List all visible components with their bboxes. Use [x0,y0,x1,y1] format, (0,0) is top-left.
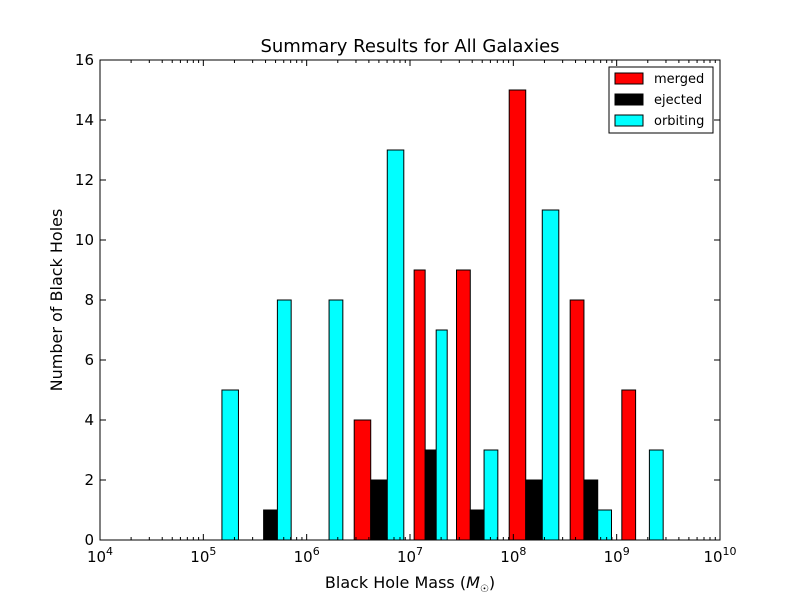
y-axis-label: Number of Black Holes [47,209,66,392]
legend-swatch-ejected [614,93,644,106]
ticks-layer: 0 2 4 6 8 10 12 14 16 104 105 106 107 108 109 1010 [75,51,737,566]
x-axis-label-paren-open: ( [455,573,466,592]
x-axis-label-paren-close: ) [489,573,495,592]
bars-layer [221,89,664,541]
x-tick-label: 108 [500,545,526,566]
legend-label-ejected: ejected [654,93,702,108]
bar-orbiting-5 [435,329,448,541]
bar-orbiting-4 [386,149,405,541]
chart-title: Summary Results for All Galaxies [260,36,559,57]
x-axis-label-unit: M [466,573,480,592]
y-tick-label: 2 [84,471,94,489]
y-tick-label: 16 [75,51,94,69]
legend: merged ejected orbiting [608,66,714,134]
bar-orbiting-6 [483,449,499,541]
bar-orbiting-8 [597,509,612,541]
bar-ejected-6 [469,509,485,541]
x-tick-label: 105 [190,545,216,566]
bar-ejected-4 [370,479,388,541]
bar-orbiting-1 [221,389,239,541]
y-tick-label: 0 [84,531,94,549]
x-tick-label: 1010 [703,545,736,566]
y-tick-label: 4 [84,411,94,429]
bar-merged-9 [621,389,637,541]
legend-swatch-orbiting [614,114,644,127]
y-tick-label: 10 [75,231,94,249]
y-tick-label: 6 [84,351,94,369]
bar-merged-6 [456,269,471,541]
x-tick-label: 104 [87,545,113,566]
legend-label-merged: merged [654,72,704,87]
y-tick-label: 14 [75,111,94,129]
bar-merged-8 [569,299,585,541]
x-axis-label: Black Hole Mass (M☉) [325,573,495,595]
bar-orbiting-7 [541,209,560,541]
bar-ejected-7 [525,479,543,541]
bar-orbiting-9 [648,449,664,541]
x-tick-label: 106 [294,545,320,566]
x-axis-label-text: Black Hole Mass [325,573,455,592]
bar-ejected-2 [263,509,278,541]
bar-orbiting-3 [328,299,344,541]
bar-ejected-8 [583,479,599,541]
bar-merged-5 [413,269,426,541]
bar-orbiting-2 [276,299,292,541]
x-axis-label-unit-sub: ☉ [480,584,489,595]
y-tick-label: 12 [75,171,94,189]
legend-swatch-merged [614,72,644,85]
bar-ejected-5 [424,449,437,541]
legend-label-orbiting: orbiting [654,114,704,129]
y-tick-label: 8 [84,291,94,309]
x-tick-label: 107 [397,545,423,566]
bar-merged-7 [508,89,527,541]
x-tick-label: 109 [604,545,630,566]
bar-merged-4 [353,419,372,541]
